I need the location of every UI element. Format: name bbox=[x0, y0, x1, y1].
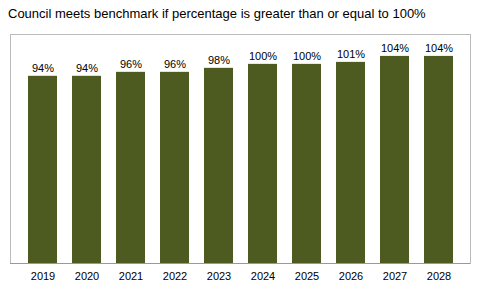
svg-text:96%: 96% bbox=[164, 58, 186, 70]
svg-text:2023: 2023 bbox=[207, 270, 231, 282]
html-text:Council meets benchmark if per: Council meets benchmark if percentage is… bbox=[8, 6, 426, 21]
svg-text:100%: 100% bbox=[293, 50, 321, 62]
svg-text:2026: 2026 bbox=[339, 270, 363, 282]
svg-text:2025: 2025 bbox=[295, 270, 319, 282]
svg-text:2019: 2019 bbox=[31, 270, 55, 282]
svg-text:2027: 2027 bbox=[383, 270, 407, 282]
svg-text:100%: 100% bbox=[249, 50, 277, 62]
svg-text:2024: 2024 bbox=[251, 270, 275, 282]
svg-text:98%: 98% bbox=[208, 54, 230, 66]
svg-text:104%: 104% bbox=[381, 42, 409, 54]
svg-text:94%: 94% bbox=[32, 62, 54, 74]
svg-text:101%: 101% bbox=[337, 48, 365, 60]
svg-text:2021: 2021 bbox=[119, 270, 143, 282]
svg-text:2020: 2020 bbox=[75, 270, 99, 282]
svg-text:2028: 2028 bbox=[427, 270, 451, 282]
svg-text:94%: 94% bbox=[76, 62, 98, 74]
svg-text:96%: 96% bbox=[120, 58, 142, 70]
svg-text:2022: 2022 bbox=[163, 270, 187, 282]
svg-text:104%: 104% bbox=[425, 42, 453, 54]
